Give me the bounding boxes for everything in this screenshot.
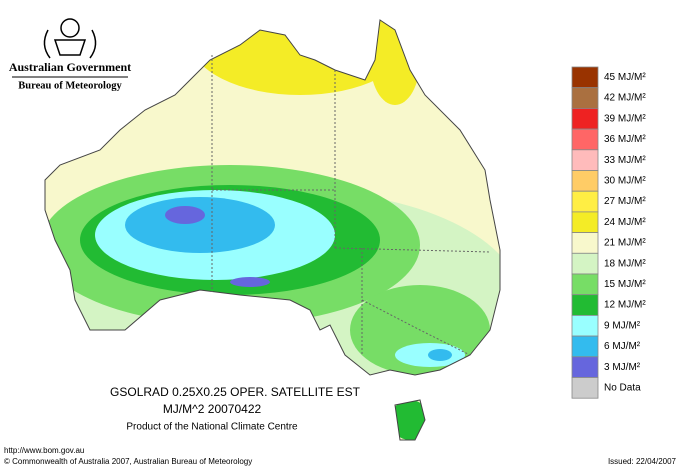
legend-label: 18 MJ/M² [604, 258, 646, 269]
product-name: GSOLRAD 0.25X0.25 OPER. SATELLITE EST [110, 385, 361, 399]
copyright: © Commonwealth of Australia 2007, Austra… [4, 457, 252, 466]
legend-label: 15 MJ/M² [604, 279, 646, 290]
legend-label: 27 MJ/M² [604, 196, 646, 207]
legend-label: 30 MJ/M² [604, 175, 646, 186]
legend-label: 42 MJ/M² [604, 93, 646, 104]
legend-label: 6 MJ/M² [604, 341, 641, 352]
legend-swatch [571, 294, 599, 316]
legend-swatch [571, 314, 599, 337]
legend-swatch [571, 377, 599, 399]
legend-label: 45 MJ/M² [604, 72, 646, 83]
legend-label: 36 MJ/M² [604, 134, 646, 145]
legend-swatch [571, 252, 599, 275]
legend-label: 3 MJ/M² [604, 362, 641, 373]
coat-of-arms [43, 18, 97, 59]
url: http://www.bom.gov.au [4, 446, 84, 455]
legend-swatch [571, 335, 599, 358]
legend-swatch [571, 66, 599, 89]
legend-swatch [571, 128, 599, 151]
government-name: Australian Government [9, 60, 131, 74]
agency-name: Bureau of Meteorology [18, 80, 122, 91]
units-date: MJ/M^2 20070422 [163, 402, 262, 416]
legend-label: 33 MJ/M² [604, 155, 646, 166]
credit: Product of the National Climate Centre [126, 422, 298, 433]
legend-swatch [571, 273, 599, 296]
legend-swatch [571, 211, 599, 233]
legend-swatch [571, 108, 599, 130]
state-borders [211, 55, 491, 356]
legend-swatch [571, 170, 599, 192]
legend-label: 24 MJ/M² [604, 217, 646, 228]
legend-label: 12 MJ/M² [604, 300, 646, 311]
issued-date: Issued: 22/04/2007 [608, 457, 677, 466]
legend-label: No Data [604, 382, 641, 393]
legend-swatch [571, 356, 599, 378]
coastline [44, 19, 501, 441]
legend-swatch [571, 87, 599, 109]
legend-label: 9 MJ/M² [604, 320, 641, 331]
legend-label: 39 MJ/M² [604, 113, 646, 124]
legend-swatch [571, 190, 599, 213]
legend-label: 21 MJ/M² [604, 238, 646, 249]
legend-swatch [571, 232, 599, 254]
legend-swatch [571, 149, 599, 171]
legend: 45 MJ/M² 42 MJ/M² 39 MJ/M² 36 MJ/M² 33 MJ/M²… [571, 66, 646, 399]
